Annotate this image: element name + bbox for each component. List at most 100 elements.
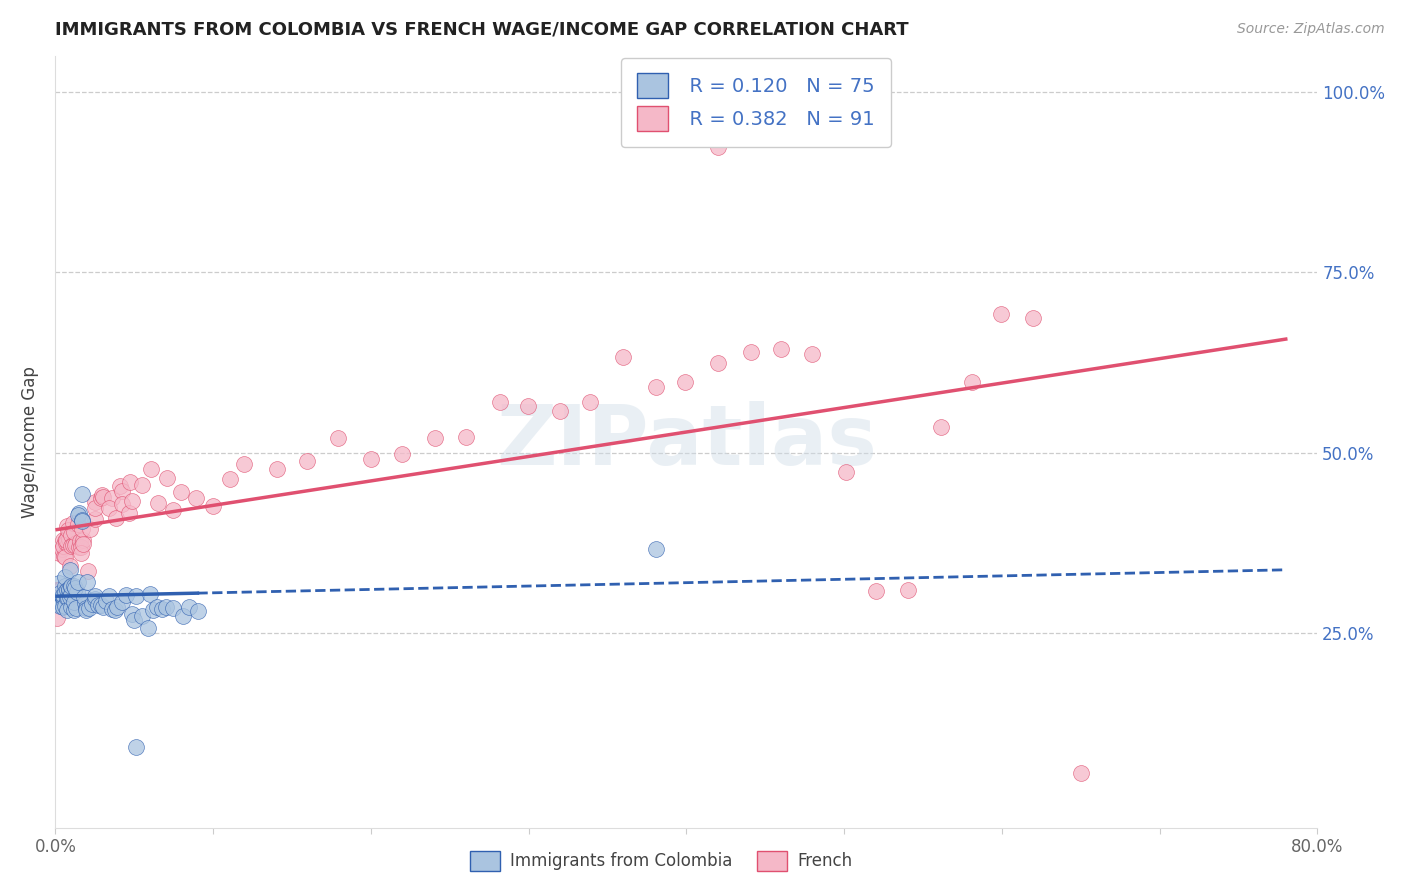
Point [70, 546, 93, 560]
Point [170, 485, 193, 500]
Point [391, 447, 413, 461]
Point [52, 591, 75, 606]
Point [52, 591, 75, 605]
Point [51, 541, 73, 556]
Point [148, 496, 170, 510]
Point [960, 376, 983, 390]
Point [52, 539, 75, 553]
Point [84, 589, 107, 603]
Point [124, 740, 146, 755]
Point [156, 471, 179, 485]
Point [80, 598, 103, 612]
Point [53, 569, 76, 583]
Point [53, 549, 76, 563]
Point [55, 550, 77, 565]
Point [58, 533, 80, 547]
Point [673, 375, 696, 389]
Point [90, 491, 112, 506]
Point [90, 488, 112, 502]
Point [101, 602, 124, 616]
Point [706, 140, 728, 154]
Point [111, 594, 134, 608]
Point [108, 479, 131, 493]
Point [91, 490, 114, 504]
Point [118, 475, 141, 489]
Point [865, 583, 887, 598]
Point [63, 595, 86, 609]
Point [295, 453, 318, 467]
Point [52, 540, 75, 554]
Point [58, 537, 80, 551]
Point [929, 420, 952, 434]
Point [52, 599, 75, 614]
Point [517, 399, 540, 413]
Point [72, 522, 94, 536]
Point [67, 506, 90, 520]
Point [59, 563, 82, 577]
Point [56, 518, 79, 533]
Point [48, 598, 70, 612]
Point [740, 345, 762, 359]
Point [48, 576, 70, 591]
Point [51, 582, 73, 596]
Point [84, 500, 107, 515]
Point [70, 487, 93, 501]
Point [645, 541, 668, 556]
Point [360, 452, 382, 467]
Point [69, 534, 91, 549]
Point [58, 591, 80, 605]
Point [59, 587, 82, 601]
Point [45, 583, 67, 598]
Point [76, 574, 98, 589]
Point [1021, 311, 1043, 326]
Point [52, 588, 75, 602]
Point [111, 483, 134, 498]
Point [800, 347, 823, 361]
Point [707, 356, 730, 370]
Point [55, 585, 77, 599]
Point [105, 510, 128, 524]
Point [219, 472, 242, 486]
Text: ZIPatlas: ZIPatlas [496, 401, 877, 483]
Point [548, 404, 571, 418]
Text: Source: ZipAtlas.com: Source: ZipAtlas.com [1237, 22, 1385, 37]
Point [121, 607, 143, 621]
Point [489, 395, 512, 409]
Point [79, 523, 101, 537]
Point [51, 595, 73, 609]
Point [66, 585, 89, 599]
Point [645, 380, 668, 394]
Point [62, 516, 84, 531]
Y-axis label: Wage/Income Gap: Wage/Income Gap [21, 366, 39, 517]
Point [62, 602, 84, 616]
Point [84, 512, 107, 526]
Point [48, 591, 70, 606]
Point [63, 525, 86, 540]
Point [101, 491, 124, 505]
Point [131, 608, 153, 623]
Point [172, 608, 194, 623]
Point [612, 350, 634, 364]
Point [56, 603, 79, 617]
Point [454, 430, 477, 444]
Point [75, 603, 97, 617]
Point [98, 589, 121, 603]
Point [186, 604, 208, 618]
Point [266, 461, 288, 475]
Point [59, 591, 82, 605]
Point [84, 495, 107, 509]
Point [73, 596, 96, 610]
Point [423, 431, 446, 445]
Point [65, 538, 87, 552]
Point [63, 578, 86, 592]
Point [52, 533, 75, 548]
Point [67, 540, 90, 554]
Point [91, 600, 114, 615]
Point [179, 599, 201, 614]
Point [233, 457, 256, 471]
Point [162, 600, 184, 615]
Point [48, 546, 70, 560]
Point [62, 538, 84, 552]
Point [150, 602, 173, 616]
Point [1070, 766, 1092, 780]
